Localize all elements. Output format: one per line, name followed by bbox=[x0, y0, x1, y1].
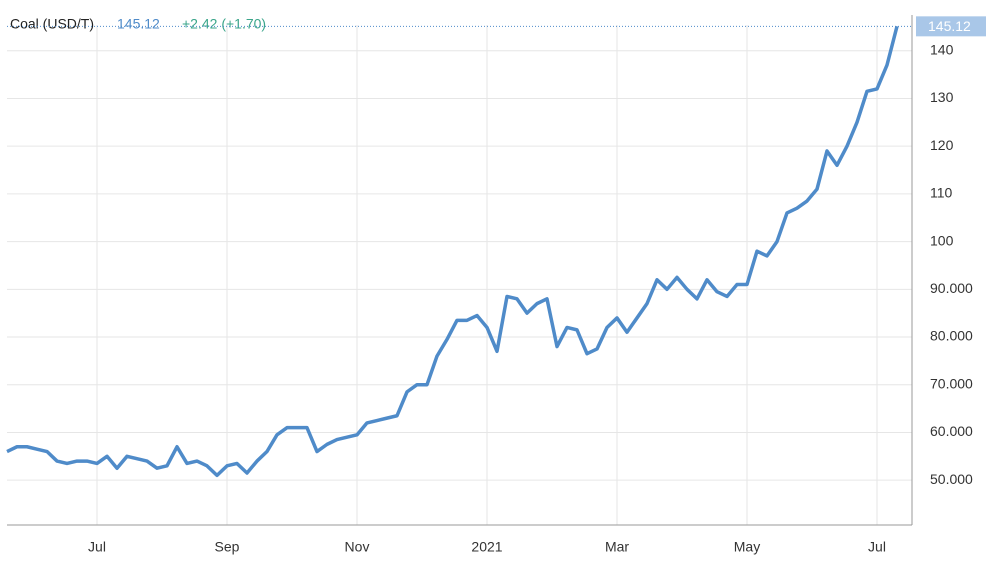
chart-title: Coal (USD/T) bbox=[10, 16, 94, 32]
change: +2.42 (+1.70) bbox=[182, 16, 266, 32]
y-tick-label: 130 bbox=[930, 89, 954, 105]
y-tick-label: 50.000 bbox=[930, 471, 973, 487]
y-tick-label: 80.000 bbox=[930, 328, 973, 344]
x-tick-label: Mar bbox=[605, 539, 629, 555]
y-tick-label: 90.000 bbox=[930, 280, 973, 296]
y-tick-label: 120 bbox=[930, 137, 954, 153]
price-tag-label: 145.12 bbox=[928, 18, 971, 34]
y-tick-label: 60.000 bbox=[930, 423, 973, 439]
y-tick-label: 70.000 bbox=[930, 375, 973, 391]
x-tick-label: Nov bbox=[345, 539, 370, 555]
y-tick-label: 140 bbox=[930, 41, 954, 57]
last-value: 145.12 bbox=[117, 16, 160, 32]
x-tick-label: 2021 bbox=[471, 539, 502, 555]
y-tick-label: 110 bbox=[930, 185, 953, 201]
x-tick-label: Jul bbox=[88, 539, 106, 555]
line bbox=[6, 25, 899, 478]
price-tag bbox=[916, 16, 986, 37]
x-tick-label: Jul bbox=[868, 539, 886, 555]
y-tick-label: 100 bbox=[930, 232, 954, 248]
x-tick-label: Sep bbox=[215, 539, 240, 555]
x-tick-label: May bbox=[734, 539, 760, 555]
